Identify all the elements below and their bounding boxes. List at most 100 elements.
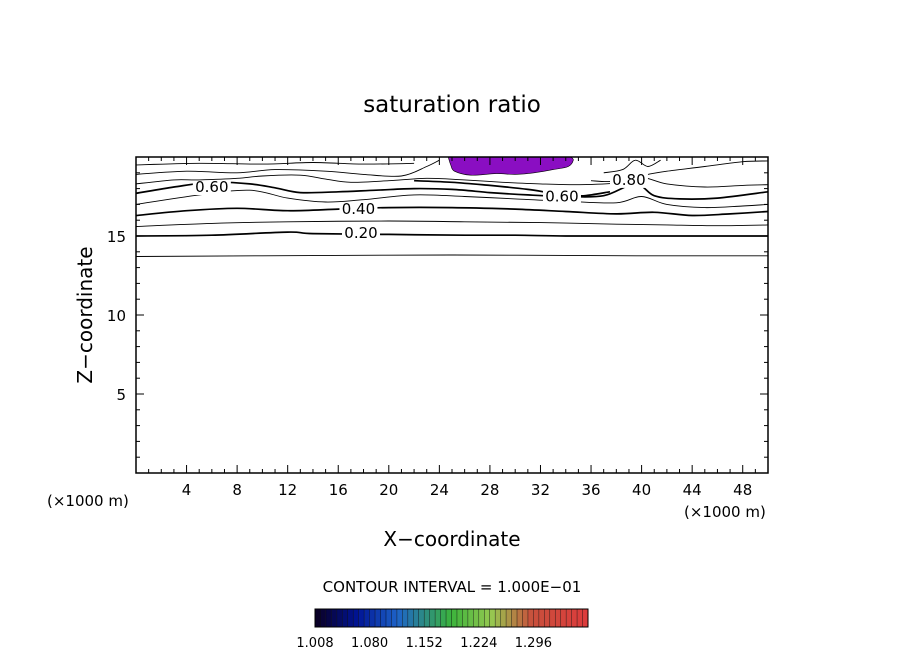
colorbar-swatch (440, 609, 447, 627)
colorbar-swatch (473, 609, 479, 627)
x-tick-label: 8 (232, 481, 242, 499)
colorbar-swatch (385, 609, 392, 627)
colorbar-label: 1.008 (296, 636, 333, 651)
x-tick-label: 16 (329, 481, 348, 499)
x-tick-label: 32 (531, 481, 550, 499)
contour-line-070 (135, 174, 769, 188)
y-tick-label: 15 (107, 228, 126, 246)
colorbar-swatch (577, 609, 583, 627)
x-tick-label: 28 (480, 481, 499, 499)
contour-line-090 (135, 162, 415, 166)
colorbar-swatch (511, 609, 518, 627)
colorbar-swatch (418, 609, 425, 627)
colorbar-swatch (353, 609, 359, 627)
contour-label-bg (542, 188, 581, 205)
colorbar: 1.008 1.080 1.152 1.224 1.296 (296, 608, 589, 651)
contour-layer: 0.20 0.40 0.60 0.60 0.80 (135, 159, 769, 257)
contour-label: 0.60 (195, 178, 228, 196)
colorbar-swatch (325, 609, 332, 627)
colorbar-swatch (456, 609, 463, 627)
contour-label: 0.40 (342, 200, 375, 218)
contour-line-020 (135, 231, 768, 237)
x-unit-right: (×1000 m) (684, 503, 766, 521)
contour-line-060 (414, 179, 611, 197)
contour-label-bg (192, 179, 231, 196)
colorbar-swatch (478, 609, 485, 627)
contour-label: 0.20 (344, 224, 377, 242)
contour-line-080 (135, 159, 440, 177)
colorbar-swatch (320, 609, 326, 627)
colorbar-swatch (527, 609, 534, 627)
colorbar-swatch (396, 609, 403, 627)
x-tick-label: 12 (278, 481, 297, 499)
colorbar-swatch (369, 609, 376, 627)
x-tick-label: 24 (430, 481, 449, 499)
contour-line-090 (603, 159, 661, 174)
colorbar-swatch (402, 609, 408, 627)
colorbar-swatch (560, 609, 567, 627)
colorbar-swatch (517, 609, 523, 627)
colorbar-swatch (484, 609, 490, 627)
colorbar-swatch (451, 609, 457, 627)
colorbar-swatch (380, 609, 386, 627)
x-tick-label: 40 (632, 481, 651, 499)
shaded-region-layer (447, 156, 574, 176)
colorbar-swatch (413, 609, 419, 627)
colorbar-swatch (342, 609, 348, 627)
colorbar-swatch (462, 609, 468, 627)
colorbar-swatch (347, 609, 354, 627)
x-tick-label: 36 (581, 481, 600, 499)
x-tick-label: 4 (182, 481, 192, 499)
colorbar-swatch (495, 609, 501, 627)
x-tick-label: 48 (733, 481, 752, 499)
contour-line-040 (135, 206, 769, 217)
contour-line-050 (135, 189, 769, 209)
colorbar-swatch (555, 609, 561, 627)
colorbar-swatch (446, 609, 452, 627)
colorbar-swatch (358, 609, 365, 627)
colorbar-swatch (533, 609, 539, 627)
x-unit-left: (×1000 m) (47, 492, 129, 510)
colorbar-label: 1.152 (406, 636, 443, 651)
colorbar-swatch (506, 609, 512, 627)
colorbar-swatch (429, 609, 436, 627)
colorbar-swatch (467, 609, 474, 627)
colorbar-swatch (364, 609, 370, 627)
contour-line-010 (135, 254, 769, 257)
colorbar-swatch (544, 609, 550, 627)
contour-label: 0.80 (612, 171, 645, 189)
y-tick-label: 5 (116, 386, 126, 404)
colorbar-swatch (522, 609, 528, 627)
contour-line-060 (135, 181, 769, 200)
colorbar-swatch (582, 609, 588, 627)
y-axis-title: Z−coordinate (73, 246, 97, 383)
colorbar-swatch (435, 609, 441, 627)
colorbar-label: 1.080 (351, 636, 388, 651)
y-tick-label: 10 (107, 307, 126, 325)
colorbar-swatch (336, 609, 343, 627)
contour-label-bg (341, 224, 380, 241)
colorbar-swatch (538, 609, 545, 627)
colorbar-swatch (549, 609, 556, 627)
colorbar-frame (314, 608, 589, 628)
contour-label: 0.60 (545, 188, 578, 206)
contour-label-bg (339, 201, 378, 218)
colorbar-swatch (489, 609, 496, 627)
colorbar-swatch (424, 609, 430, 627)
colorbar-swatch (315, 609, 321, 627)
colorbar-swatch (375, 609, 381, 627)
x-axis-title: X−coordinate (383, 527, 520, 551)
plot-frame (135, 156, 769, 474)
colorbar-swatch (566, 609, 572, 627)
colorbar-swatch (571, 609, 578, 627)
x-tick-label: 44 (683, 481, 702, 499)
contour-line-030 (135, 220, 769, 227)
colorbar-label: 1.296 (515, 636, 552, 651)
x-tick-label: 20 (379, 481, 398, 499)
shaded-region (447, 156, 574, 176)
colorbar-swatch (407, 609, 414, 627)
chart-title: saturation ratio (363, 92, 541, 118)
contour-interval-text: CONTOUR INTERVAL = 1.000E−01 (323, 578, 582, 596)
